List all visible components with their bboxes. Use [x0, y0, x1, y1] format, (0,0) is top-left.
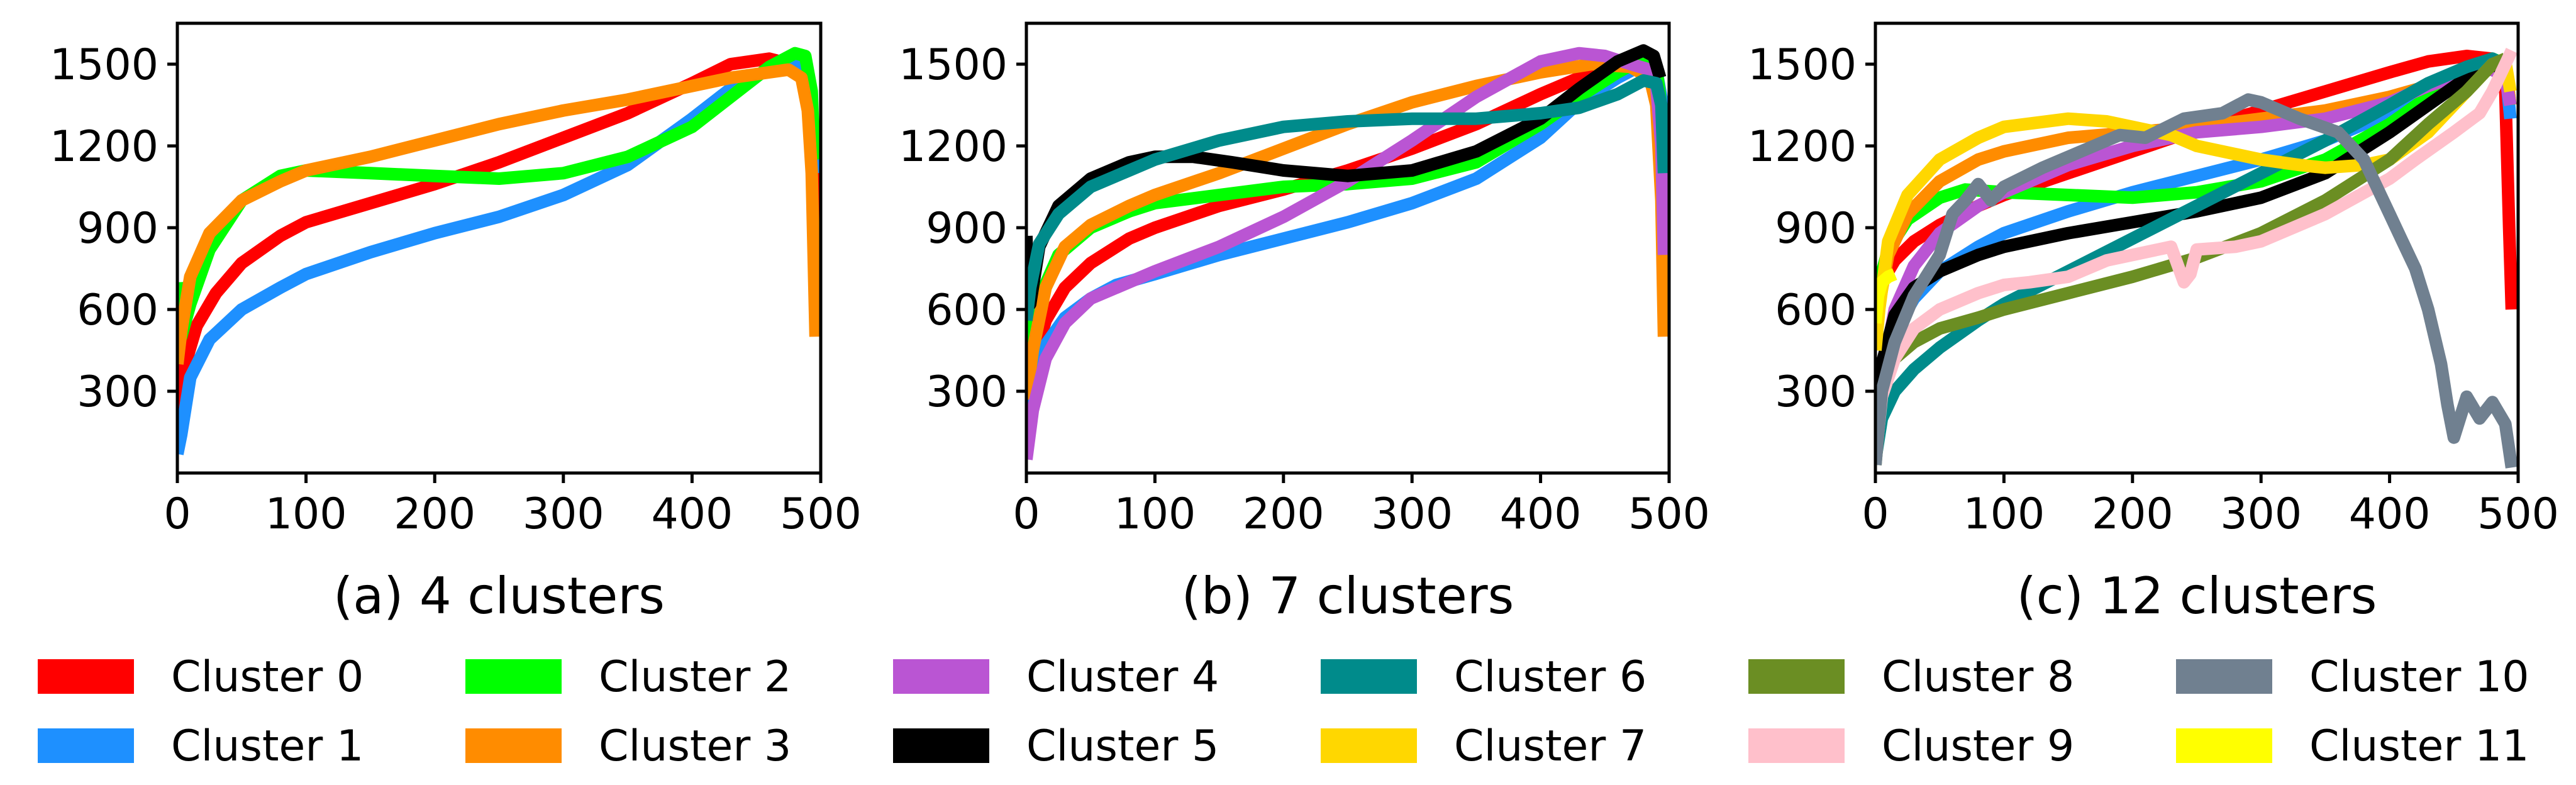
x-tick-label: 400	[2349, 489, 2431, 539]
series-line-cluster-6	[1026, 74, 1669, 321]
legend-label: Cluster 3	[599, 721, 791, 771]
legend-swatch	[893, 659, 989, 694]
legend-swatch	[38, 728, 134, 763]
axes-frame	[1874, 21, 2520, 475]
x-tick-label: 300	[1371, 489, 1453, 539]
x-tick-label: 200	[394, 489, 475, 539]
x-tick-label: 400	[1500, 489, 1582, 539]
x-tick-label: 100	[1114, 489, 1196, 539]
y-tick-label: 1200	[899, 122, 1008, 172]
x-tick-label: 0	[1862, 489, 1889, 539]
legend-label: Cluster 7	[1454, 721, 1646, 771]
series-line-cluster-9	[1875, 48, 2518, 460]
x-tick-label: 200	[2092, 489, 2174, 539]
y-tick-label: 1500	[1748, 40, 1857, 90]
legend-label: Cluster 1	[171, 721, 364, 771]
y-tick-label: 300	[926, 367, 1008, 417]
legend-swatch	[1321, 728, 1417, 763]
y-tick-label: 600	[77, 286, 158, 335]
y-tick-label: 300	[1775, 367, 1857, 417]
legend-label: Cluster 10	[2309, 652, 2529, 702]
series-group	[1875, 48, 2518, 469]
y-tick-label: 900	[1775, 204, 1857, 253]
legend-item: Cluster 9	[1748, 721, 2074, 771]
x-tick-label: 300	[2220, 489, 2302, 539]
y-tick-label: 300	[77, 367, 158, 417]
y-tick-label: 1200	[1748, 122, 1857, 172]
y-tick-label: 1500	[899, 40, 1008, 90]
x-tick-label: 100	[1963, 489, 2045, 539]
legend-item: Cluster 8	[1748, 652, 2074, 702]
legend-swatch	[1748, 659, 1845, 694]
legend-item: Cluster 6	[1321, 652, 1646, 702]
legend-item: Cluster 11	[2176, 721, 2529, 771]
legend-label: Cluster 0	[171, 652, 364, 702]
series-line-cluster-6	[1875, 52, 2506, 460]
chart-panel-1: 300 600 900 1200 1500 0 100 200 300 400 500 (b) 7 c…	[899, 21, 1710, 625]
y-tick-label: 900	[926, 204, 1008, 253]
y-tick-label: 900	[77, 204, 158, 253]
legend: Cluster 0 Cluster 1 Cluster 2 Cluster 3 Clus…	[38, 652, 2529, 771]
x-tick-label: 100	[265, 489, 347, 539]
chart-title: (b) 7 clusters	[1182, 567, 1514, 625]
x-tick-label: 0	[1013, 489, 1040, 539]
x-tick-label: 500	[1628, 489, 1710, 539]
legend-label: Cluster 4	[1026, 652, 1219, 702]
y-tick-label: 600	[926, 286, 1008, 335]
series-group	[1026, 44, 1669, 460]
chart-panel-2: 300 600 900 1200 1500 0 100 200 300 400 500 (c) 12 …	[1748, 21, 2559, 625]
legend-label: Cluster 2	[599, 652, 791, 702]
series-group	[177, 47, 821, 455]
legend-swatch	[465, 728, 562, 763]
legend-item: Cluster 3	[465, 721, 791, 771]
legend-item: Cluster 4	[893, 652, 1219, 702]
series-line-cluster-4	[1026, 47, 1669, 460]
x-tick-label: 500	[780, 489, 862, 539]
y-tick-label: 1200	[50, 122, 158, 172]
legend-swatch	[2176, 728, 2272, 763]
legend-item: Cluster 5	[893, 721, 1219, 771]
series-line-cluster-3	[177, 63, 821, 365]
y-tick-label: 600	[1775, 286, 1857, 335]
legend-label: Cluster 6	[1454, 652, 1646, 702]
legend-swatch	[1321, 659, 1417, 694]
axes-frame	[175, 21, 823, 475]
axes-frame	[1024, 21, 1671, 475]
legend-item: Cluster 2	[465, 652, 791, 702]
legend-label: Cluster 8	[1882, 652, 2074, 702]
legend-swatch	[38, 659, 134, 694]
legend-swatch	[2176, 659, 2272, 694]
x-tick-label: 500	[2477, 489, 2559, 539]
legend-label: Cluster 9	[1882, 721, 2074, 771]
legend-item: Cluster 0	[38, 652, 364, 702]
x-tick-label: 300	[523, 489, 604, 539]
legend-label: Cluster 5	[1026, 721, 1219, 771]
chart-title: (c) 12 clusters	[2017, 567, 2377, 625]
x-tick-label: 0	[164, 489, 191, 539]
x-tick-label: 400	[652, 489, 733, 539]
legend-item: Cluster 1	[38, 721, 364, 771]
legend-item: Cluster 7	[1321, 721, 1646, 771]
series-line-cluster-1	[177, 55, 821, 455]
series-line-cluster-0	[177, 52, 821, 438]
x-tick-label: 200	[1243, 489, 1324, 539]
legend-swatch	[465, 659, 562, 694]
legend-swatch	[893, 728, 989, 763]
legend-swatch	[1748, 728, 1845, 763]
chart-title: (a) 4 clusters	[333, 567, 665, 625]
series-line-cluster-10	[1875, 93, 2518, 469]
series-line-cluster-11	[1875, 268, 1897, 324]
y-tick-label: 1500	[50, 40, 158, 90]
legend-label: Cluster 11	[2309, 721, 2529, 771]
chart-panel-0: 300 600 900 1200 1500 0 100 200 300 400 500 (a) 4 c…	[50, 21, 862, 625]
legend-item: Cluster 10	[2176, 652, 2529, 702]
